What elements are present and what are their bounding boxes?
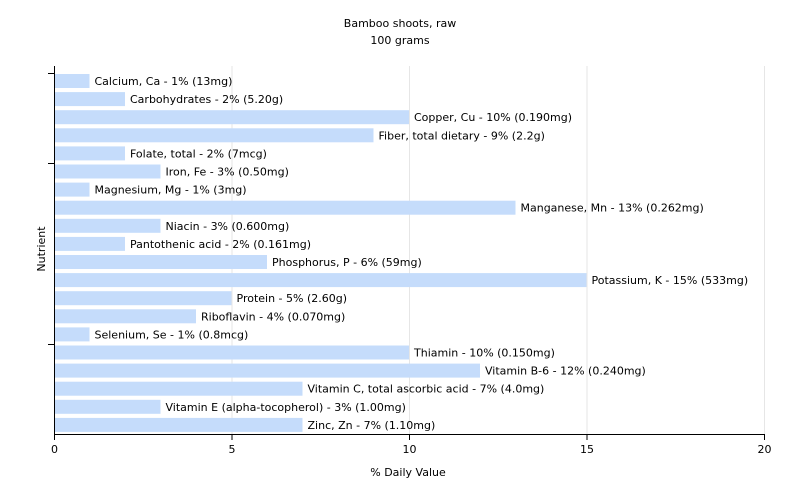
bar-10	[55, 255, 267, 269]
bar-labels-group: Calcium, Ca - 1% (13mg) Carbohydrates - 2…	[95, 75, 749, 432]
bar-label-5: Iron, Fe - 3% (0.50mg)	[166, 166, 289, 179]
bar-label-9: Pantothenic acid - 2% (0.161mg)	[130, 238, 311, 251]
bar-3	[55, 128, 374, 143]
bar-label-2: Copper, Cu - 10% (0.190mg)	[414, 111, 572, 124]
bar-18	[55, 399, 161, 414]
bar-5	[55, 164, 161, 179]
bar-label-17: Vitamin C, total ascorbic acid - 7% (4.0…	[308, 383, 545, 396]
bar-label-12: Protein - 5% (2.60g)	[237, 292, 348, 305]
bar-label-19: Zinc, Zn - 7% (1.10mg)	[308, 419, 436, 432]
bar-label-3: Fiber, total dietary - 9% (2.2g)	[379, 129, 545, 142]
bar-2	[55, 110, 409, 125]
bar-0	[55, 74, 90, 88]
bar-7	[55, 200, 516, 215]
y-axis-label: Nutrient	[35, 226, 48, 272]
x-tick-label-4: 20	[758, 443, 772, 456]
bar-label-0: Calcium, Ca - 1% (13mg)	[95, 75, 233, 88]
bar-label-7: Manganese, Mn - 13% (0.262mg)	[521, 202, 704, 215]
bar-6	[55, 182, 90, 197]
bar-15	[55, 345, 409, 360]
bar-11	[55, 273, 587, 288]
bar-label-11: Potassium, K - 15% (533mg)	[592, 274, 749, 287]
bar-14	[55, 327, 90, 342]
bar-label-15: Thiamin - 10% (0.150mg)	[413, 347, 555, 360]
bar-16	[55, 363, 480, 378]
bar-label-18: Vitamin E (alpha-tocopherol) - 3% (1.00m…	[166, 401, 406, 414]
chart-title: Bamboo shoots, raw	[344, 17, 456, 30]
bar-9	[55, 236, 125, 251]
x-tick-label-2: 10	[403, 443, 417, 456]
bar-label-16: Vitamin B-6 - 12% (0.240mg)	[485, 365, 646, 378]
bar-8	[55, 218, 161, 233]
bar-label-13: Riboflavin - 4% (0.070mg)	[201, 310, 345, 323]
bar-label-14: Selenium, Se - 1% (0.8mcg)	[95, 328, 249, 341]
bar-4	[55, 146, 125, 161]
x-tick-label-1: 5	[229, 443, 236, 456]
x-axis-label: % Daily Value	[370, 466, 446, 479]
bar-13	[55, 309, 196, 324]
bar-12	[55, 291, 232, 306]
axes-group: 0 5 10 15 20	[48, 66, 772, 456]
x-tick-label-3: 15	[580, 443, 594, 456]
bar-label-1: Carbohydrates - 2% (5.20g)	[130, 93, 283, 106]
bar-1	[55, 92, 125, 107]
bar-label-6: Magnesium, Mg - 1% (3mg)	[95, 184, 247, 197]
bar-label-4: Folate, total - 2% (7mcg)	[130, 147, 267, 160]
chart-subtitle: 100 grams	[370, 34, 429, 47]
bar-17	[55, 381, 303, 396]
bars-group	[55, 74, 587, 432]
bar-19	[55, 417, 303, 432]
bar-label-10: Phosphorus, P - 6% (59mg)	[272, 256, 422, 269]
bar-label-8: Niacin - 3% (0.600mg)	[166, 220, 290, 233]
x-tick-label-0: 0	[51, 443, 58, 456]
